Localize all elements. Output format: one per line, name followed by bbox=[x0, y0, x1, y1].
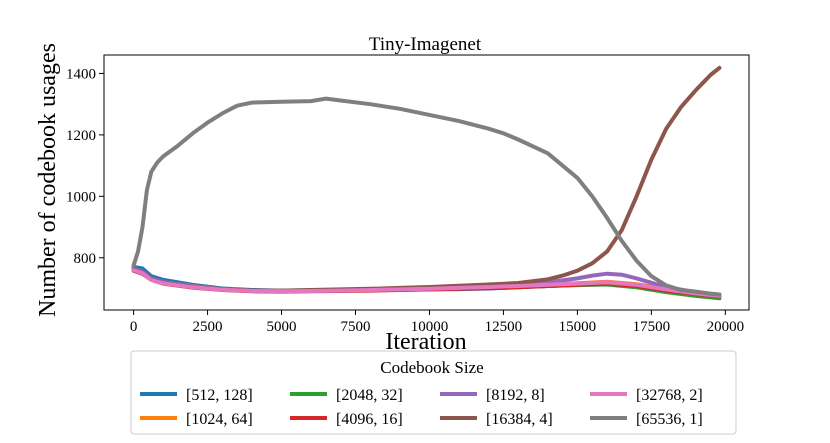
legend-label-0: [512, 128] bbox=[186, 387, 253, 404]
legend-label-2: [2048, 32] bbox=[336, 387, 403, 404]
x-tick-label-1: 2500 bbox=[193, 319, 223, 335]
y-tick-label-0: 800 bbox=[74, 251, 97, 267]
y-tick-label-1: 1000 bbox=[66, 189, 96, 205]
x-axis-ticks: 0 2500 5000 7500 10000 12500 15000 17500 20000 bbox=[130, 310, 744, 335]
x-tick-label-4: 10000 bbox=[411, 319, 449, 335]
x-tick-label-7: 17500 bbox=[633, 319, 671, 335]
series-line-6 bbox=[131, 268, 722, 298]
legend-entries: [512, 128] [1024, 64] [2048, 32] [4096, 16]… bbox=[140, 387, 703, 428]
chart-title: Tiny-Imagenet bbox=[369, 34, 482, 55]
y-tick-label-3: 1400 bbox=[66, 66, 96, 82]
y-axis-label: Number of codebook usages bbox=[35, 43, 61, 317]
series-line-7 bbox=[131, 96, 722, 297]
x-tick-label-3: 7500 bbox=[340, 319, 370, 335]
legend-label-3: [4096, 16] bbox=[336, 411, 403, 428]
x-tick-label-6: 15000 bbox=[559, 319, 597, 335]
legend-frame bbox=[130, 350, 737, 435]
legend-label-1: [1024, 64] bbox=[186, 411, 253, 428]
series-lines bbox=[131, 65, 722, 301]
y-tick-label-2: 1200 bbox=[66, 128, 96, 144]
x-tick-label-0: 0 bbox=[130, 319, 138, 335]
y-axis-ticks: 800 1000 1200 1400 bbox=[66, 66, 104, 267]
plot-frame bbox=[103, 54, 750, 311]
legend-label-6: [32768, 2] bbox=[636, 387, 703, 404]
legend-title: Codebook Size bbox=[380, 358, 483, 377]
legend-label-5: [16384, 4] bbox=[486, 411, 553, 428]
legend-label-7: [65536, 1] bbox=[636, 411, 703, 428]
x-tick-label-2: 5000 bbox=[267, 319, 297, 335]
legend: Codebook Size [512, 128] [1024, 64] [2048,… bbox=[130, 350, 737, 435]
x-tick-label-8: 20000 bbox=[707, 319, 745, 335]
x-tick-label-5: 12500 bbox=[485, 319, 523, 335]
legend-label-4: [8192, 8] bbox=[486, 387, 545, 404]
